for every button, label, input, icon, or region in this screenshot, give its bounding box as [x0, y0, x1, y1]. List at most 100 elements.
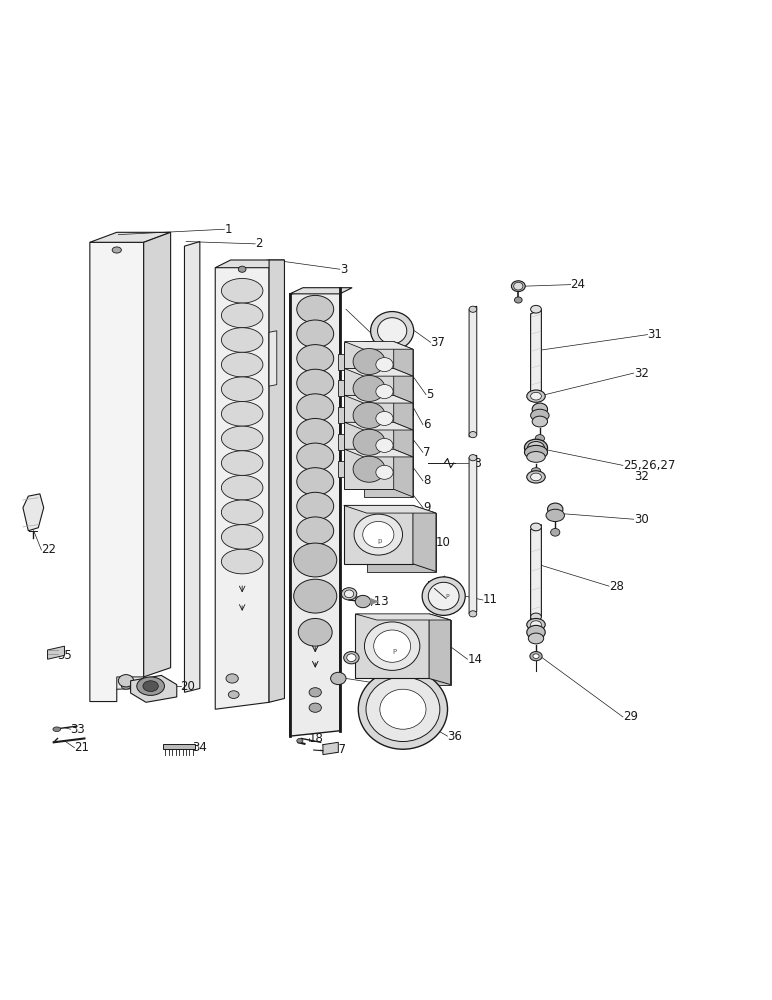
Ellipse shape — [371, 312, 414, 350]
Polygon shape — [530, 309, 541, 395]
Ellipse shape — [547, 503, 563, 515]
Text: 32: 32 — [634, 470, 648, 483]
Polygon shape — [344, 395, 413, 403]
Text: 2: 2 — [256, 237, 262, 250]
Ellipse shape — [112, 247, 121, 253]
Text: 35: 35 — [57, 649, 72, 662]
Ellipse shape — [527, 442, 544, 454]
Ellipse shape — [524, 445, 547, 459]
Ellipse shape — [344, 422, 394, 462]
Polygon shape — [338, 380, 344, 396]
Polygon shape — [90, 242, 144, 702]
Polygon shape — [344, 342, 394, 382]
Ellipse shape — [222, 352, 263, 377]
Ellipse shape — [364, 622, 420, 670]
Text: 5: 5 — [426, 388, 433, 401]
Ellipse shape — [347, 654, 356, 662]
Text: 33: 33 — [70, 723, 86, 736]
Ellipse shape — [293, 579, 337, 613]
Ellipse shape — [344, 342, 394, 382]
Polygon shape — [23, 494, 44, 531]
Text: 28: 28 — [609, 580, 624, 593]
Ellipse shape — [353, 349, 385, 375]
Ellipse shape — [532, 403, 547, 415]
Polygon shape — [290, 288, 352, 294]
Polygon shape — [344, 368, 394, 408]
Ellipse shape — [118, 675, 134, 687]
Ellipse shape — [546, 509, 564, 522]
Ellipse shape — [469, 306, 477, 312]
Text: 21: 21 — [74, 741, 90, 754]
Ellipse shape — [535, 435, 544, 442]
Polygon shape — [469, 455, 477, 614]
Ellipse shape — [376, 438, 393, 452]
Ellipse shape — [296, 369, 334, 397]
Ellipse shape — [376, 358, 393, 372]
Polygon shape — [338, 434, 344, 450]
Ellipse shape — [296, 492, 334, 520]
Ellipse shape — [296, 738, 303, 743]
Text: 8: 8 — [423, 474, 430, 487]
Ellipse shape — [222, 377, 263, 402]
Ellipse shape — [296, 295, 334, 323]
Ellipse shape — [293, 543, 337, 577]
Ellipse shape — [296, 394, 334, 422]
Text: 17: 17 — [332, 743, 347, 756]
Ellipse shape — [530, 473, 541, 481]
Text: 18: 18 — [309, 732, 324, 745]
Ellipse shape — [530, 652, 542, 661]
Ellipse shape — [296, 443, 334, 471]
Text: p: p — [378, 538, 382, 544]
Ellipse shape — [344, 590, 354, 598]
Polygon shape — [371, 598, 378, 605]
Ellipse shape — [530, 613, 541, 621]
Ellipse shape — [296, 468, 334, 495]
Polygon shape — [469, 306, 477, 437]
Polygon shape — [394, 422, 413, 470]
Text: 9: 9 — [423, 501, 431, 514]
Ellipse shape — [298, 618, 332, 646]
Polygon shape — [269, 331, 277, 386]
Ellipse shape — [344, 449, 394, 489]
Polygon shape — [338, 461, 344, 477]
Ellipse shape — [222, 402, 263, 426]
Polygon shape — [364, 376, 413, 416]
Polygon shape — [367, 513, 436, 572]
Ellipse shape — [530, 523, 541, 531]
Ellipse shape — [309, 703, 321, 712]
Ellipse shape — [532, 416, 547, 427]
Polygon shape — [344, 422, 394, 462]
Ellipse shape — [330, 672, 346, 685]
Ellipse shape — [531, 468, 540, 474]
Ellipse shape — [353, 456, 385, 482]
Ellipse shape — [524, 439, 547, 456]
Ellipse shape — [341, 588, 357, 600]
Ellipse shape — [239, 266, 246, 272]
Ellipse shape — [376, 411, 393, 425]
Ellipse shape — [422, 577, 466, 615]
Text: 15: 15 — [388, 659, 402, 672]
Polygon shape — [394, 342, 413, 389]
Ellipse shape — [296, 320, 334, 348]
Polygon shape — [344, 368, 413, 376]
Text: 10: 10 — [436, 536, 451, 549]
Ellipse shape — [528, 633, 543, 644]
Polygon shape — [144, 681, 171, 696]
Polygon shape — [364, 430, 413, 470]
Text: 36: 36 — [448, 730, 462, 743]
Text: 3: 3 — [340, 263, 347, 276]
Ellipse shape — [366, 677, 440, 742]
Ellipse shape — [550, 528, 560, 536]
Polygon shape — [130, 675, 177, 702]
Ellipse shape — [222, 451, 263, 475]
Ellipse shape — [374, 630, 411, 662]
Ellipse shape — [527, 625, 545, 639]
Text: 6: 6 — [423, 418, 431, 431]
Polygon shape — [48, 646, 65, 659]
Ellipse shape — [530, 305, 541, 313]
Polygon shape — [323, 742, 338, 755]
Ellipse shape — [530, 621, 541, 628]
Ellipse shape — [511, 281, 525, 292]
Text: 16: 16 — [371, 676, 386, 689]
Ellipse shape — [222, 549, 263, 574]
